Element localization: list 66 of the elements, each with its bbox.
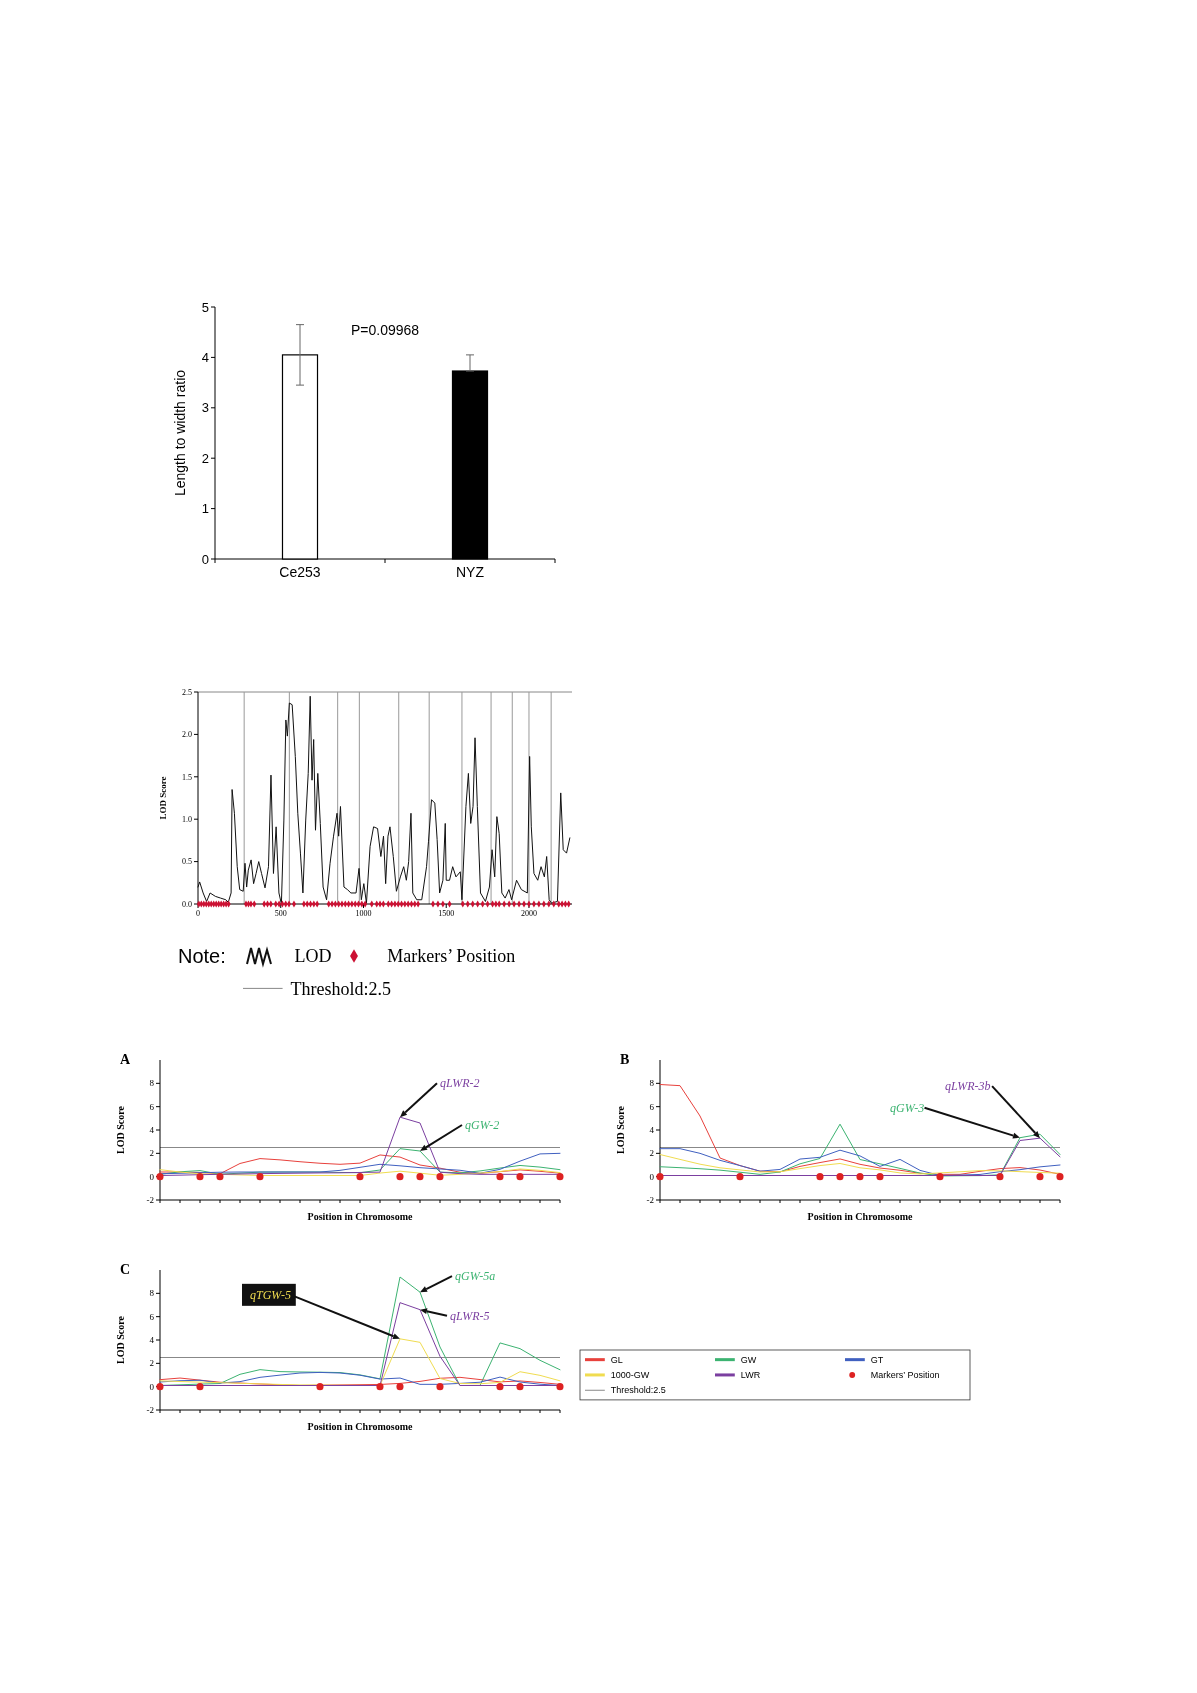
y-tick-label: 4 [649, 1125, 655, 1136]
annotation: qGW-3 [890, 1100, 925, 1115]
legend-label: GW [740, 1354, 757, 1365]
chart-title: A [120, 1052, 131, 1067]
legend-label: 1000-GW [610, 1370, 650, 1381]
legend-label: LOD [294, 946, 332, 967]
x-tick-label: NYZ [456, 564, 485, 580]
annotation: qLWR-2 [440, 1076, 480, 1091]
y-tick-label: 0 [149, 1381, 155, 1392]
y-axis-title: LOD Score [615, 1105, 626, 1154]
x-axis-title: Position in Chromosome [807, 1211, 913, 1222]
y-tick-label: 0 [649, 1171, 655, 1182]
y-tick-label: 2 [649, 1148, 654, 1159]
chart-title: B [620, 1052, 630, 1067]
legend-title: Note: [178, 945, 226, 967]
x-tick-label: Ce253 [279, 564, 321, 580]
y-tick-label: 4 [149, 1335, 155, 1346]
y-tick-label: 2 [149, 1148, 154, 1159]
legend-label: Markers’ Position [387, 946, 516, 967]
y-tick-label: 6 [149, 1101, 155, 1112]
y-tick-label: -2 [146, 1195, 154, 1206]
y-tick-label: 4 [201, 349, 209, 365]
annotation: qTGW-5 [250, 1287, 291, 1302]
y-tick-label: -2 [146, 1405, 154, 1416]
x-tick-label: 500 [274, 909, 287, 919]
y-tick-label: 8 [149, 1078, 155, 1089]
y-tick-label: -2 [646, 1195, 654, 1206]
annotation: P=0.09968 [350, 322, 420, 338]
legend-label: GL [610, 1354, 623, 1365]
x-tick-label: 2000 [520, 909, 537, 919]
y-tick-label: 2.5 [182, 687, 192, 697]
annotation: qLWR-5 [450, 1308, 490, 1323]
x-axis-title: Position in Chromosome [307, 1211, 413, 1222]
y-axis-title: Length to width ratio [172, 369, 188, 497]
x-tick-label: 1500 [438, 909, 455, 919]
y-tick-label: 2 [149, 1358, 154, 1369]
legend-label: GT [870, 1354, 884, 1365]
x-tick-label: 1000 [355, 909, 372, 919]
annotation: qLWR-3b [945, 1079, 991, 1094]
chart-title: C [120, 1262, 131, 1277]
y-tick-label: 2.0 [182, 730, 192, 740]
y-axis-title: LOD Score [115, 1105, 126, 1154]
y-tick-label: 5 [201, 299, 209, 315]
y-tick-label: 6 [649, 1101, 655, 1112]
y-axis-title: LOD Score [158, 776, 168, 820]
y-tick-label: 1 [201, 501, 209, 517]
y-tick-label: 2 [201, 450, 209, 466]
y-tick-label: 3 [201, 400, 209, 416]
y-tick-label: 0.5 [182, 857, 192, 867]
annotation: qGW-5a [455, 1269, 496, 1284]
x-axis-title: Position in Chromosome [307, 1421, 413, 1432]
y-tick-label: 1.5 [182, 772, 192, 782]
legend-label: LWR [740, 1370, 761, 1381]
y-tick-label: 1.0 [182, 815, 192, 824]
y-tick-label: 0 [201, 551, 209, 567]
legend-label: Markers’ Position [870, 1370, 940, 1381]
y-tick-label: 6 [149, 1311, 155, 1322]
y-axis-title: LOD Score [115, 1315, 126, 1364]
legend-label: Threshold:2.5 [290, 978, 392, 999]
y-tick-label: 8 [649, 1078, 655, 1089]
y-tick-label: 8 [149, 1288, 155, 1299]
annotation: qGW-2 [465, 1118, 500, 1132]
y-tick-label: 0 [149, 1171, 155, 1182]
y-tick-label: 0.0 [182, 899, 192, 909]
legend-label: Threshold:2.5 [610, 1385, 666, 1396]
y-tick-label: 4 [149, 1125, 155, 1136]
